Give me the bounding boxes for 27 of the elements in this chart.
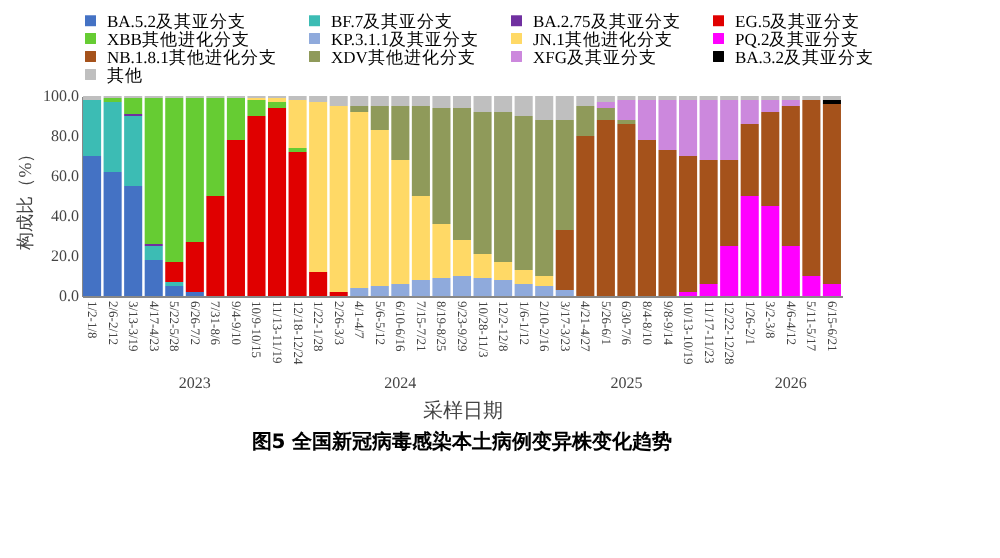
legend-label: NB.1.8.1其他进化分支 xyxy=(107,46,277,67)
y-tick-label: 40.0 xyxy=(51,207,79,225)
legend-label: PQ.2及其亚分支 xyxy=(735,28,860,49)
bar xyxy=(144,246,163,260)
x-axis-title: 采样日期 xyxy=(423,398,503,423)
legend-label: BF.7及其亚分支 xyxy=(331,10,454,31)
text: 2025 xyxy=(610,374,643,392)
legend-label: JN.1其他进化分支 xyxy=(533,28,673,49)
y-tick-label: 80.0 xyxy=(51,127,79,145)
legend-label: XFG及其亚分支 xyxy=(533,46,658,67)
text: 2023 xyxy=(178,374,211,392)
legend-label: XDV其他进化分支 xyxy=(331,46,476,67)
y-tick-label: 100.0 xyxy=(43,87,79,105)
legend-label: XBB其他进化分支 xyxy=(107,28,250,49)
y-tick-label: 20.0 xyxy=(51,247,79,265)
legend-label: BA.3.2及其亚分支 xyxy=(735,46,875,67)
y-axis-title: 构成比（%） xyxy=(15,144,35,252)
legend-label: 其他 xyxy=(107,64,143,85)
text: 2024 xyxy=(384,374,417,392)
y-tick-label: 60.0 xyxy=(51,167,79,185)
legend-label: BA.5.2及其亚分支 xyxy=(107,10,247,31)
text: 2026 xyxy=(774,374,807,392)
legend-label: EG.5及其亚分支 xyxy=(735,10,861,31)
legend-label: BA.2.75及其亚分支 xyxy=(533,10,681,31)
legend-label: KP.3.1.1及其亚分支 xyxy=(331,28,480,49)
y-tick-label: 0.0 xyxy=(59,287,79,305)
text: 图5 全国新冠病毒感染本土病例变异株变化趋势 xyxy=(251,429,673,454)
